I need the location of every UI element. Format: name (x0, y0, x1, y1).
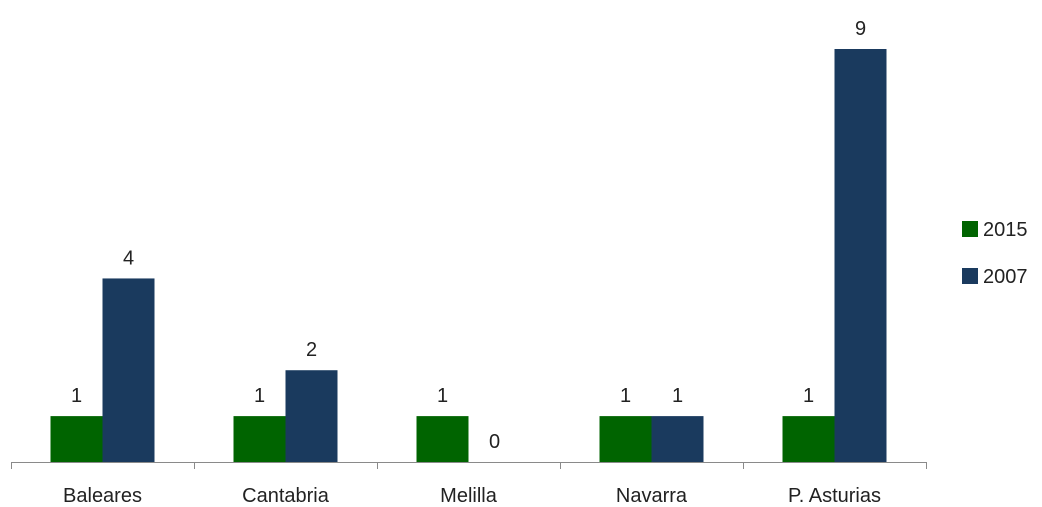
data-label: 1 (620, 385, 631, 407)
data-label: 0 (489, 431, 500, 453)
data-labels-layer: 1 4 1 2 1 0 1 1 1 9 (71, 18, 866, 453)
bar-2007-p-asturias (834, 49, 887, 462)
x-axis-category-label: P. Asturias (788, 485, 881, 507)
bar-2007-baleares (102, 278, 155, 462)
data-label: 1 (71, 385, 82, 407)
legend-swatch-2015 (962, 221, 978, 237)
data-label: 9 (855, 18, 866, 40)
bars-layer (50, 49, 887, 462)
x-axis-category-label: Melilla (440, 485, 498, 507)
x-axis-ticks (11, 462, 927, 469)
x-axis-category-label: Navarra (616, 485, 688, 507)
bar-2007-cantabria (285, 370, 338, 462)
x-axis-category-labels: Baleares Cantabria Melilla Navarra P. Asturi… (63, 485, 881, 507)
bar-2015-p-asturias (782, 416, 835, 462)
legend-label-2015: 2015 (983, 219, 1028, 241)
bar-2015-cantabria (233, 416, 286, 462)
data-label: 1 (672, 385, 683, 407)
legend: 2015 2007 (962, 219, 1028, 288)
data-label: 1 (437, 385, 448, 407)
bar-2015-navarra (599, 416, 652, 462)
legend-swatch-2007 (962, 268, 978, 284)
bar-2007-navarra (651, 416, 704, 462)
data-label: 4 (123, 247, 134, 269)
bar-2015-melilla (416, 416, 469, 462)
data-label: 1 (803, 385, 814, 407)
legend-label-2007: 2007 (983, 266, 1028, 288)
bar-2015-baleares (50, 416, 103, 462)
plot-area: 1 4 1 2 1 0 1 1 1 9 Baleares Cantabria Melilla Navar… (11, 18, 927, 507)
x-axis-category-label: Baleares (63, 485, 142, 507)
x-axis-category-label: Cantabria (242, 485, 330, 507)
data-label: 1 (254, 385, 265, 407)
data-label: 2 (306, 339, 317, 361)
